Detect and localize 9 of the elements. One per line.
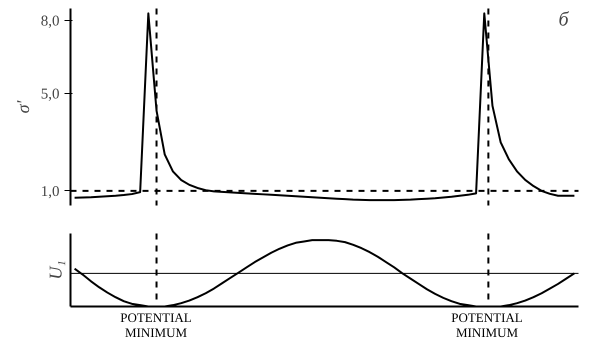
y-tick-label: 5,0 xyxy=(40,86,60,103)
y-tick-label: 8,0 xyxy=(40,14,60,30)
y-axis-title: σ' xyxy=(12,99,33,114)
text: POTENTIAL MINIMUM xyxy=(450,310,524,340)
line-series xyxy=(74,12,576,202)
y-tick-label: 1,0 xyxy=(40,184,60,200)
y-axis-title: U₁ xyxy=(46,260,66,280)
text: POTENTIAL MINIMUM xyxy=(119,310,193,340)
annotation: б xyxy=(558,8,570,30)
